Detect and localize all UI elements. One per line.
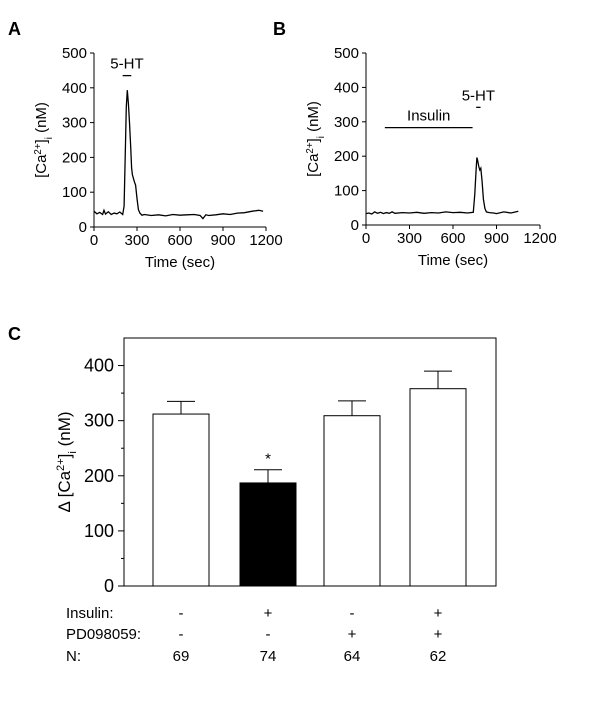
bar [409,388,467,587]
treatment-label: Insulin [407,108,450,125]
y-axis-label-text: [Ca2+]i (nM) [33,102,55,178]
bar [152,413,210,587]
x-tick-label: 600 [440,230,465,247]
n-value: 64 [344,648,361,665]
treatment-label: 5-HT [110,56,143,73]
x-tick-label: 900 [484,230,509,247]
panel-a: A 0 100 200 300 400 500 0 300 600 900 1200 Time (sec… [8,19,283,271]
x-tick-label: 900 [210,232,235,249]
n-row-label: N: [66,648,81,665]
panel-c: C 0 100 200 300 400 Δ [Ca2+]i (nM) - - 69 * + - 74 - +6… [8,324,497,665]
y-tick-label: 100 [84,521,114,541]
panel-b: B 0 100 200 300 400 500 0 300 600 900 1200 Time (sec… [273,19,557,269]
y-tick-label: 300 [84,411,114,431]
plot-frame [123,337,497,587]
x-tick-label: 1200 [249,232,282,249]
y-tick-label: 400 [84,356,114,376]
y-axis-label: [Ca2+]i (nM) [305,101,327,177]
y-tick-label: 200 [84,466,114,486]
y-axis-label-text: Δ [Ca2+]i (nM) [55,411,79,512]
insulin-sign: + [264,605,273,622]
y-tick-label: 400 [62,80,87,97]
x-tick-label: 1200 [523,230,556,247]
x-tick-label: 300 [397,230,422,247]
panel-letter: A [8,19,21,39]
bar [323,415,381,587]
y-tick-label: 100 [62,184,87,201]
y-tick-label: 500 [62,45,87,62]
pd098059-sign: + [434,626,443,643]
pd098059-sign: - [179,626,184,643]
x-tick-label: 0 [362,230,370,247]
n-value: 74 [260,648,277,665]
calcium-trace [93,90,264,220]
pd098059-sign: + [348,626,357,643]
panel-letter: B [273,19,286,39]
y-tick-label: 400 [334,79,359,96]
insulin-sign: - [350,605,355,622]
pd098059-sign: - [266,626,271,643]
x-axis-label: Time (sec) [145,254,215,271]
y-axis-label: Δ [Ca2+]i (nM) [55,411,79,512]
calcium-trace [365,157,519,215]
y-tick-label: 200 [62,149,87,166]
y-tick-label: 0 [104,576,114,596]
y-tick-label: 300 [334,114,359,131]
panel-letter: C [8,324,21,344]
n-value: 62 [430,648,447,665]
x-tick-label: 0 [90,232,98,249]
y-tick-label: 100 [334,183,359,200]
y-tick-label: 500 [334,45,359,62]
pd098059-row-label: PD098059: [66,626,141,643]
insulin-row-label: Insulin: [66,605,114,622]
x-tick-label: 300 [124,232,149,249]
y-axis-label-text: [Ca2+]i (nM) [305,101,327,177]
x-axis-label: Time (sec) [418,252,488,269]
significance-star: * [265,451,271,468]
y-tick-label: 0 [79,219,87,236]
insulin-sign: - [179,605,184,622]
insulin-sign: + [434,605,443,622]
n-value: 69 [173,648,190,665]
y-tick-label: 0 [351,217,359,234]
bar [239,482,297,587]
y-tick-label: 200 [334,148,359,165]
y-tick-label: 300 [62,115,87,132]
x-tick-label: 600 [167,232,192,249]
treatment-label: 5-HT [462,87,495,104]
y-axis-label: [Ca2+]i (nM) [33,102,55,178]
